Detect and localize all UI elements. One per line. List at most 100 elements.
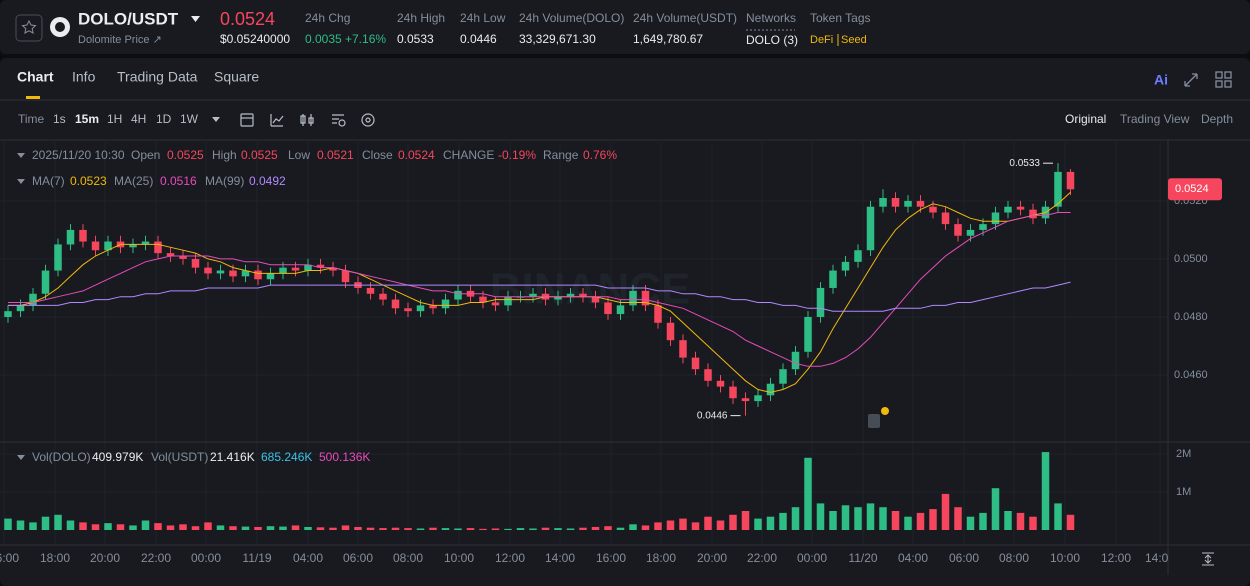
interval[interactable]: 4H bbox=[131, 112, 146, 126]
tab[interactable]: Square bbox=[214, 69, 259, 85]
volume-bar bbox=[191, 526, 200, 530]
view-option[interactable]: Depth bbox=[1201, 112, 1233, 126]
candle-body bbox=[41, 270, 50, 294]
volume-bar bbox=[329, 527, 337, 530]
volume-bar bbox=[66, 520, 75, 530]
interval[interactable]: 1s bbox=[53, 112, 66, 126]
candle-body bbox=[991, 212, 1000, 225]
x-tick-label: 04:00 bbox=[293, 551, 323, 565]
legend: 2025/11/20 10:30 Open 0.0525 High 0.0525 Low 0… bbox=[17, 148, 617, 464]
candle-body bbox=[291, 267, 300, 271]
candle-body bbox=[66, 229, 75, 245]
volume-bar bbox=[679, 518, 687, 530]
axes: 0.04600.04800.05000.05201M2M16:0018:0020… bbox=[0, 178, 1222, 565]
interval-dropdown[interactable] bbox=[212, 117, 220, 122]
volume-bar bbox=[541, 527, 550, 530]
candle-body bbox=[29, 293, 37, 306]
view-option[interactable]: Trading View bbox=[1120, 112, 1190, 126]
favorite-button[interactable] bbox=[15, 14, 43, 42]
candle-body bbox=[1066, 171, 1075, 190]
candle-body bbox=[366, 287, 375, 294]
candle-body bbox=[54, 244, 62, 271]
volume-bar bbox=[991, 488, 1000, 530]
volume-bar bbox=[54, 514, 62, 530]
legend-value: 0.0525 bbox=[241, 148, 278, 162]
x-tick-label: 18:00 bbox=[646, 551, 676, 565]
ma-legend-label: MA(25) bbox=[114, 174, 153, 188]
volume-bar bbox=[216, 525, 225, 530]
volume-bar bbox=[954, 507, 962, 530]
collapse-toggle[interactable] bbox=[17, 179, 25, 184]
interval[interactable]: 1D bbox=[156, 112, 172, 126]
volume-legend-value: 21.416K bbox=[210, 450, 255, 464]
toolbar-icons[interactable] bbox=[240, 113, 375, 127]
interval[interactable]: 1W bbox=[180, 112, 199, 126]
stat-label: 24h Chg bbox=[305, 11, 350, 25]
view-option[interactable]: Original bbox=[1065, 112, 1106, 126]
candle-body bbox=[654, 305, 662, 323]
candle-body bbox=[504, 296, 512, 306]
volume-bar bbox=[854, 507, 862, 530]
stat-label: 24h Volume(DOLO) bbox=[519, 11, 624, 25]
volume-bar bbox=[1066, 514, 1075, 530]
x-tick-label: 00:00 bbox=[191, 551, 221, 565]
interval[interactable]: 1H bbox=[107, 112, 122, 126]
volume-bar bbox=[929, 509, 937, 530]
candle-body bbox=[629, 290, 637, 306]
ai-button[interactable]: Ai bbox=[1154, 72, 1168, 88]
collapse-toggle[interactable] bbox=[17, 153, 25, 158]
x-tick-label: 14:00 bbox=[545, 551, 575, 565]
candle-body bbox=[1016, 206, 1025, 210]
candle-body bbox=[791, 351, 800, 370]
collapse-toggle[interactable] bbox=[17, 455, 25, 460]
candle-body bbox=[591, 296, 600, 303]
candle-body bbox=[216, 270, 225, 274]
scale-toggle[interactable] bbox=[1202, 552, 1214, 566]
volume-bar bbox=[116, 524, 125, 530]
candle-body bbox=[566, 293, 575, 297]
symbol[interactable]: DOLO/USDT bbox=[78, 9, 179, 28]
subtitle[interactable]: Dolomite Price ↗ bbox=[78, 34, 162, 46]
candle-body bbox=[1054, 171, 1062, 207]
candle-body bbox=[641, 290, 650, 306]
volume-bar bbox=[1041, 452, 1050, 530]
candle-body bbox=[254, 270, 262, 280]
candle-body bbox=[141, 241, 150, 245]
volume-bar bbox=[379, 528, 387, 530]
legend-value: 0.76% bbox=[583, 148, 617, 162]
volume-bar bbox=[266, 526, 275, 530]
candle-body bbox=[416, 305, 425, 312]
last-price: 0.0524 bbox=[220, 9, 275, 29]
high-annotation: 0.0533 bbox=[1009, 158, 1040, 169]
candle-body bbox=[129, 244, 137, 248]
interval[interactable]: 15m bbox=[75, 112, 99, 126]
volume-bar bbox=[241, 526, 250, 530]
layout-icon[interactable] bbox=[1215, 71, 1232, 88]
token-tag[interactable]: Seed bbox=[841, 34, 867, 46]
volume-bar bbox=[4, 518, 12, 530]
symbol-dropdown[interactable] bbox=[191, 16, 200, 22]
candle-body bbox=[529, 293, 537, 297]
volume-bar bbox=[691, 522, 700, 530]
volume-bar bbox=[966, 516, 975, 530]
ma-legend-value: 0.0516 bbox=[160, 174, 197, 188]
event-icon[interactable] bbox=[868, 414, 880, 428]
volume-bar bbox=[941, 493, 950, 530]
price-usd: $0.05240000 bbox=[220, 32, 290, 46]
tab[interactable]: Info bbox=[72, 69, 96, 85]
volume-bar bbox=[391, 527, 400, 530]
x-tick-label: 00:00 bbox=[797, 551, 827, 565]
x-tick-label: 11/20 bbox=[848, 551, 877, 565]
candle-body bbox=[229, 270, 237, 277]
tab[interactable]: Chart bbox=[17, 69, 54, 85]
tab[interactable]: Trading Data bbox=[117, 69, 198, 85]
volume-bar bbox=[891, 510, 900, 530]
stat-value[interactable]: DOLO (3) bbox=[746, 33, 798, 47]
volume-bar bbox=[91, 524, 100, 530]
token-tag[interactable]: DeFi bbox=[810, 34, 833, 46]
candle-body bbox=[766, 383, 775, 396]
expand-icon[interactable] bbox=[1184, 73, 1198, 87]
legend-value: 0.0521 bbox=[317, 148, 354, 162]
candle-body bbox=[204, 267, 212, 274]
